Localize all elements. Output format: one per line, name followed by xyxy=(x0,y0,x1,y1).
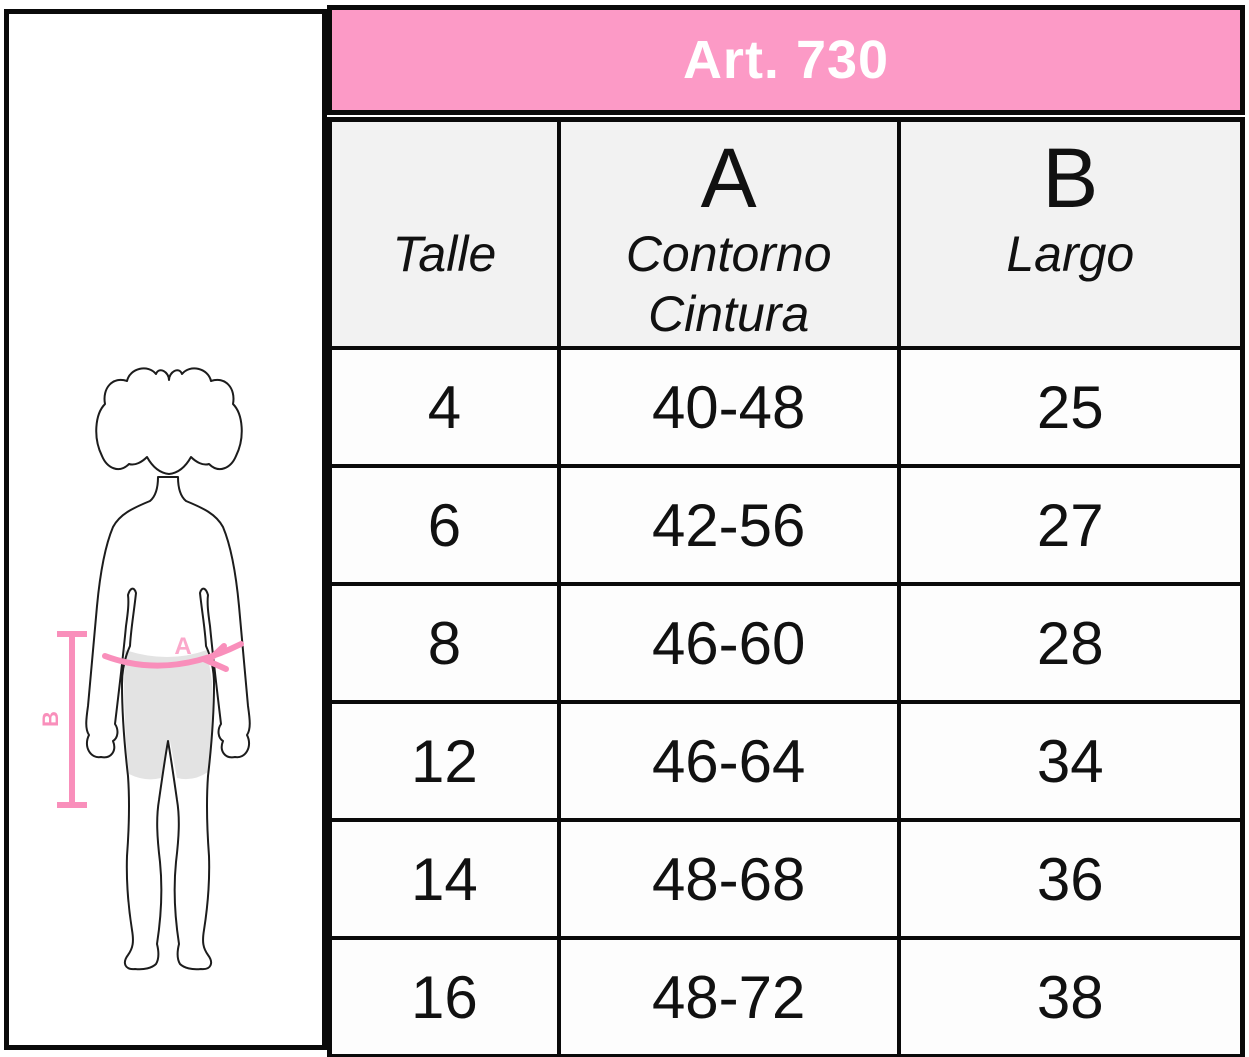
header-row: Talle A Contorno Cintura B Largo xyxy=(327,117,1245,350)
cell-largo: 38 xyxy=(896,936,1245,1057)
figure-panel: B A xyxy=(4,9,327,1050)
measure-a-label: A xyxy=(174,633,191,660)
column-letter-b: B xyxy=(1042,131,1099,225)
child-head-pigtails xyxy=(95,367,243,475)
cell-largo: 28 xyxy=(896,582,1245,704)
size-table: Talle A Contorno Cintura B Largo 4 xyxy=(327,117,1245,1057)
column-letter-a: A xyxy=(700,131,757,225)
cell-talle: 16 xyxy=(327,936,561,1057)
table-row: 14 48-68 36 xyxy=(327,818,1245,940)
column-label-cintura: Cintura xyxy=(648,286,810,342)
cell-contorno-cintura: 48-72 xyxy=(556,936,901,1057)
table-row: 16 48-72 38 xyxy=(327,936,1245,1057)
cell-talle: 4 xyxy=(327,346,561,468)
column-label-talle: Talle xyxy=(392,226,497,282)
table-row: 8 46-60 28 xyxy=(327,582,1245,704)
cell-contorno-cintura: 48-68 xyxy=(556,818,901,940)
length-measure-line xyxy=(57,631,87,808)
column-header-contorno-cintura: A Contorno Cintura xyxy=(556,117,901,350)
waist-measure-arrow xyxy=(102,641,244,672)
column-label-largo: Largo xyxy=(1006,226,1135,282)
cell-largo: 25 xyxy=(896,346,1245,468)
article-title-banner: Art. 730 xyxy=(327,5,1245,115)
column-header-largo: B Largo xyxy=(896,117,1245,350)
cell-talle: 6 xyxy=(327,464,561,586)
cell-talle: 12 xyxy=(327,700,561,822)
column-label-contorno: Contorno xyxy=(625,226,832,282)
table-panel: Art. 730 Talle A Contorno Cintura xyxy=(327,5,1245,1057)
column-letter-spacer xyxy=(332,132,557,224)
column-header-talle: Talle xyxy=(327,117,561,350)
cell-largo: 34 xyxy=(896,700,1245,822)
child-figure-illustration: B A xyxy=(38,367,251,971)
cell-contorno-cintura: 46-64 xyxy=(556,700,901,822)
shorts-shape xyxy=(124,650,213,780)
child-body-outline xyxy=(85,476,251,971)
cell-largo: 36 xyxy=(896,818,1245,940)
table-row: 4 40-48 25 xyxy=(327,346,1245,468)
cell-contorno-cintura: 42-56 xyxy=(556,464,901,586)
table-row: 6 42-56 27 xyxy=(327,464,1245,586)
table-row: 12 46-64 34 xyxy=(327,700,1245,822)
cell-talle: 14 xyxy=(327,818,561,940)
cell-contorno-cintura: 40-48 xyxy=(556,346,901,468)
cell-largo: 27 xyxy=(896,464,1245,586)
article-title: Art. 730 xyxy=(682,30,890,90)
cell-contorno-cintura: 46-60 xyxy=(556,582,901,704)
cell-talle: 8 xyxy=(327,582,561,704)
measure-b-label: B xyxy=(38,711,63,727)
